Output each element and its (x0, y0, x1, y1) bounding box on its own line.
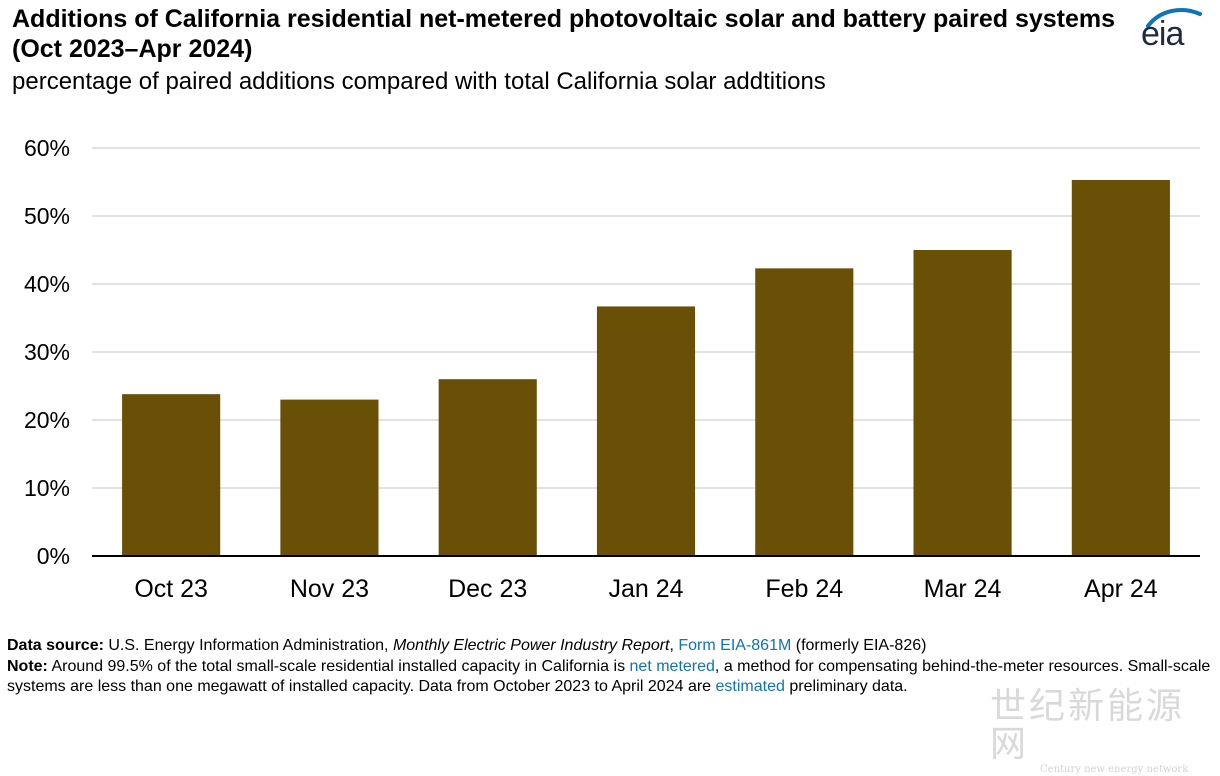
bar-chart: 0% 10% 20% 30% 40% 50% 60% Oct 23 Nov 23 Dec 23 J… (24, 135, 1200, 603)
y-tick-label: 0% (37, 543, 70, 569)
bar (438, 379, 537, 556)
note-label: Note: (7, 657, 48, 675)
eia-logo[interactable]: eia (1138, 4, 1204, 54)
eia-logo-swoosh-icon (1146, 8, 1202, 28)
y-tick-label: 20% (24, 407, 70, 433)
source-tail: (formerly EIA-826) (791, 637, 927, 654)
watermark-chinese: 世纪新能源网 (990, 686, 1186, 765)
x-tick-label: Mar 24 (924, 575, 1002, 603)
source-sep: , (669, 637, 679, 654)
source-label: Data source: (7, 637, 104, 654)
x-tick-label: Apr 24 (1084, 575, 1158, 603)
y-axis-tick-labels: 0% 10% 20% 30% 40% 50% 60% (24, 135, 70, 569)
note-text-3: preliminary data. (784, 678, 908, 695)
bar (913, 250, 1012, 556)
x-tick-label: Oct 23 (134, 575, 208, 603)
note-text-2: , a method for compensating behind-the-m… (7, 657, 1211, 696)
source-text: U.S. Energy Information Administration, (103, 637, 393, 654)
y-tick-label: 30% (24, 339, 70, 365)
x-tick-label: Feb 24 (765, 575, 843, 603)
watermark-english: Century new energy network (1040, 764, 1189, 775)
x-tick-label: Dec 23 (448, 575, 527, 603)
y-tick-label: 60% (24, 135, 70, 161)
net-metered-link[interactable]: net metered (629, 657, 715, 675)
chart-subtitle: percentage of paired additions compared … (12, 68, 826, 95)
x-tick-label: Nov 23 (290, 575, 369, 603)
y-tick-label: 40% (24, 271, 70, 297)
form-eia-861m-link[interactable]: Form EIA-861M (678, 637, 792, 654)
x-tick-label: Jan 24 (608, 575, 683, 603)
x-axis-tick-labels: Oct 23 Nov 23 Dec 23 Jan 24 Feb 24 Mar 24 Apr … (134, 575, 1157, 603)
y-tick-label: 50% (24, 203, 70, 229)
eia-logo-text: eia (1141, 15, 1184, 53)
bar (596, 306, 696, 556)
source-report: Monthly Electric Power Industry Report (392, 637, 670, 654)
watermark: 世纪新能源网 Century new energy network (990, 688, 1215, 776)
bar (280, 399, 379, 556)
bars (122, 179, 1170, 556)
chart-footer: Data source: U.S. Energy Information Adm… (7, 636, 1212, 698)
y-tick-label: 10% (24, 475, 70, 501)
bar (1071, 179, 1170, 556)
estimated-link[interactable]: estimated (715, 678, 785, 695)
chart-title: Additions of California residential net-… (12, 5, 1116, 63)
note-text-1: Around 99.5% of the total small-scale re… (47, 657, 630, 675)
bar (122, 394, 221, 556)
bar (755, 268, 854, 556)
